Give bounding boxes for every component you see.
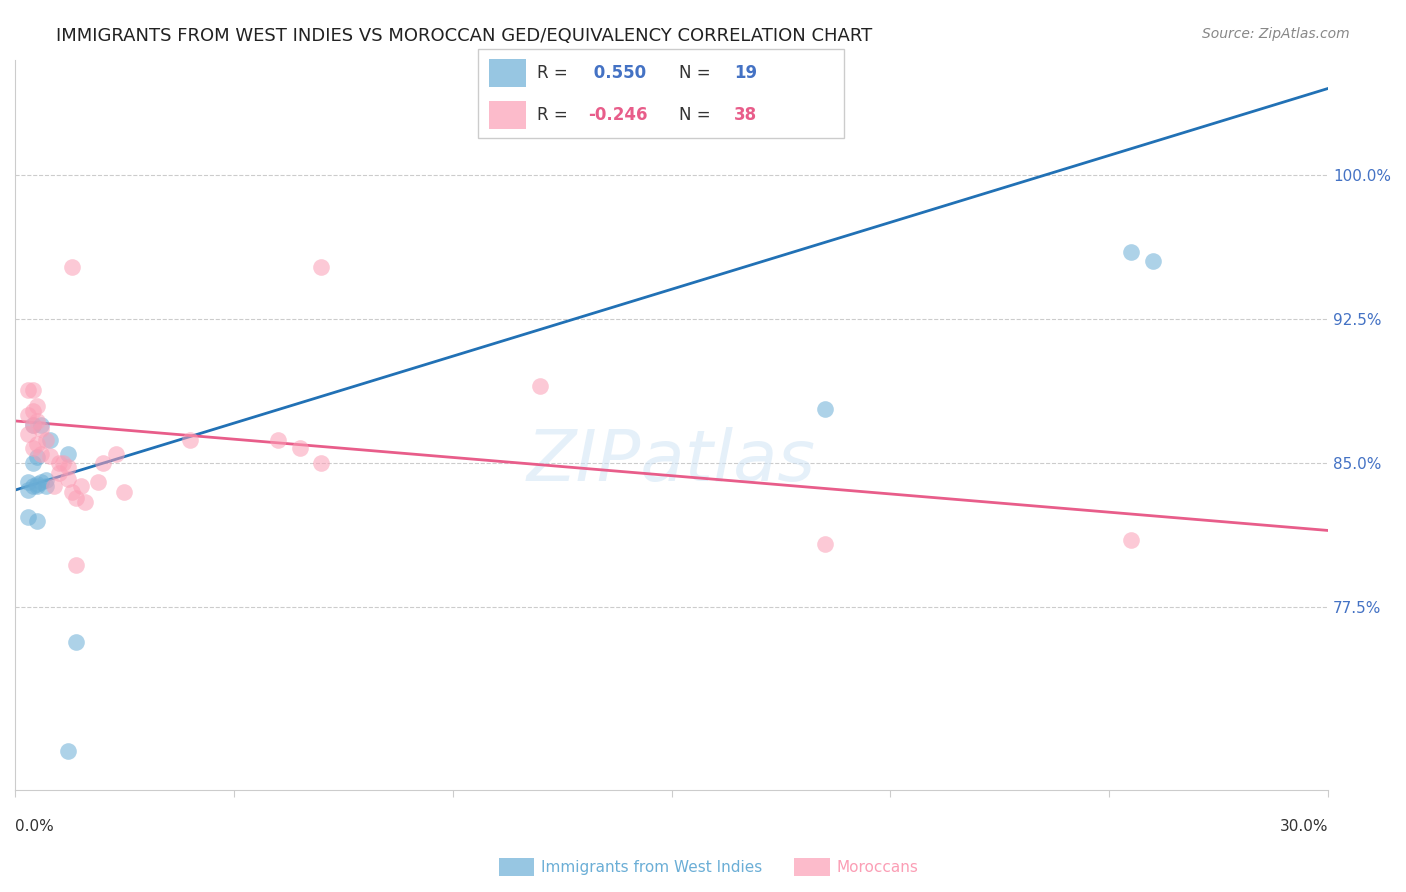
Text: 30.0%: 30.0% <box>1279 819 1329 834</box>
Text: R =: R = <box>537 106 572 124</box>
Text: N =: N = <box>679 106 716 124</box>
Text: 38: 38 <box>734 106 756 124</box>
Text: ZIPatlas: ZIPatlas <box>527 426 815 496</box>
Text: 0.550: 0.550 <box>588 64 645 82</box>
Text: R =: R = <box>537 64 572 82</box>
Text: Source: ZipAtlas.com: Source: ZipAtlas.com <box>1202 27 1350 41</box>
Text: 0.0%: 0.0% <box>15 819 53 834</box>
Bar <box>489 101 526 129</box>
Text: Immigrants from West Indies: Immigrants from West Indies <box>541 860 762 874</box>
Text: Moroccans: Moroccans <box>837 860 918 874</box>
Bar <box>489 59 526 87</box>
Text: IMMIGRANTS FROM WEST INDIES VS MOROCCAN GED/EQUIVALENCY CORRELATION CHART: IMMIGRANTS FROM WEST INDIES VS MOROCCAN … <box>56 27 873 45</box>
Text: N =: N = <box>679 64 716 82</box>
Text: 19: 19 <box>734 64 756 82</box>
Text: -0.246: -0.246 <box>588 106 647 124</box>
